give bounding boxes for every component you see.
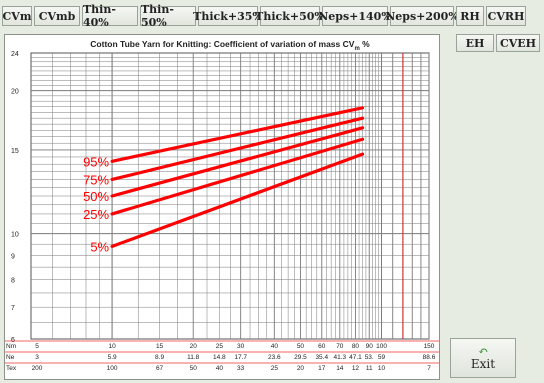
- series-line-50pct: [110, 126, 365, 198]
- x-tick-label: 150: [424, 343, 435, 350]
- x-tick-label: 17: [318, 365, 326, 372]
- x-axis-row-label: Ne: [6, 354, 15, 361]
- x-axis-row-label: Nm: [6, 343, 16, 350]
- x-tick-label: 3: [35, 354, 39, 361]
- x-tick-label: 10: [378, 365, 386, 372]
- y-tick-label: 24: [11, 51, 19, 58]
- y-tick-label: 7: [11, 305, 15, 312]
- tab-cvm[interactable]: CVm: [2, 6, 32, 26]
- tab-eh[interactable]: EH: [456, 34, 494, 52]
- x-tick-label: 88.6: [423, 354, 436, 361]
- x-tick-label: 90: [366, 343, 374, 350]
- x-tick-label: 5: [35, 343, 39, 350]
- x-tick-label: 25: [271, 365, 279, 372]
- x-tick-label: 17.7: [234, 354, 247, 361]
- y-tick-label: 8: [11, 278, 15, 285]
- x-tick-label: 14.8: [213, 354, 226, 361]
- x-tick-label: 29.5: [294, 354, 307, 361]
- x-tick-label: 20: [190, 343, 198, 350]
- exit-button[interactable]: ↶ Exit: [450, 338, 516, 378]
- x-axis-row-label: Tex: [6, 365, 17, 372]
- tab-neps-140[interactable]: Neps+140%: [318, 6, 392, 26]
- tab-thin-40[interactable]: Thin-40%: [82, 3, 138, 29]
- y-tick-label: 20: [11, 89, 19, 96]
- x-tick-label: 200: [32, 365, 43, 372]
- x-tick-label: 15: [156, 343, 164, 350]
- x-tick-label: 50: [297, 343, 305, 350]
- x-tick-label: 20: [297, 365, 305, 372]
- x-tick-label: 33: [237, 365, 245, 372]
- exit-label: Exit: [470, 357, 496, 371]
- x-tick-label: 23.6: [268, 354, 281, 361]
- x-tick-label: 60: [318, 343, 326, 350]
- chart-panel: Cotton Tube Yarn for Knitting: Coefficie…: [4, 34, 440, 380]
- tab-thick-50[interactable]: Thick+50%: [255, 6, 325, 26]
- x-tick-label: 47.1: [349, 354, 362, 361]
- tab-cvrh[interactable]: CVRH: [486, 6, 526, 26]
- x-tick-label: 53.: [365, 354, 374, 361]
- x-tick-label: 80: [352, 343, 360, 350]
- tab-cveh[interactable]: CVEH: [496, 34, 540, 52]
- tab-rh[interactable]: RH: [456, 6, 484, 26]
- tab-thick-35[interactable]: Thick+35%: [193, 6, 263, 26]
- x-tick-label: 8.9: [155, 354, 164, 361]
- y-tick-label: 10: [11, 232, 19, 239]
- x-tick-label: 100: [376, 343, 387, 350]
- x-tick-label: 40: [216, 365, 224, 372]
- x-tick-label: 12: [352, 365, 360, 372]
- x-tick-label: 70: [336, 343, 344, 350]
- series-label: 5%: [90, 239, 109, 254]
- x-tick-label: 30: [237, 343, 245, 350]
- x-tick-label: 7: [427, 365, 431, 372]
- chart-title: Cotton Tube Yarn for Knitting: Coefficie…: [90, 39, 370, 52]
- x-tick-label: 59: [378, 354, 386, 361]
- series-line-75pct: [110, 116, 365, 182]
- series-label: 75%: [83, 172, 109, 187]
- series-line-95pct: [110, 106, 365, 163]
- x-tick-label: 41.3: [333, 354, 346, 361]
- y-tick-label: 9: [11, 253, 15, 260]
- x-tick-label: 25: [216, 343, 224, 350]
- x-tick-label: 14: [336, 365, 344, 372]
- y-tick-label: 15: [11, 148, 19, 155]
- x-tick-label: 100: [107, 365, 118, 372]
- x-tick-label: 67: [156, 365, 164, 372]
- tab-bar: CVm CVmb Thin-40% Thin-50% Thick+35% Thick+50…: [0, 0, 544, 30]
- tab-cvmb[interactable]: CVmb: [34, 6, 80, 26]
- x-tick-label: 5.9: [108, 354, 117, 361]
- x-tick-label: 50: [190, 365, 198, 372]
- x-tick-label: 10: [108, 343, 116, 350]
- series-line-25pct: [110, 137, 365, 216]
- cv-chart: Cotton Tube Yarn for Knitting: Coefficie…: [5, 39, 439, 372]
- y-tick-label: 6: [11, 337, 15, 344]
- series-label: 95%: [83, 154, 109, 169]
- x-tick-label: 35.4: [315, 354, 328, 361]
- x-tick-label: 11.8: [187, 354, 200, 361]
- x-tick-label: 11: [366, 365, 373, 372]
- undo-arrow-icon: ↶: [477, 344, 489, 358]
- series-line-5pct: [110, 152, 365, 248]
- x-tick-label: 40: [271, 343, 279, 350]
- series-label: 25%: [83, 207, 109, 222]
- tab-neps-200[interactable]: Neps+200%: [385, 6, 459, 26]
- tab-thin-50[interactable]: Thin-50%: [140, 3, 196, 29]
- series-label: 50%: [83, 189, 109, 204]
